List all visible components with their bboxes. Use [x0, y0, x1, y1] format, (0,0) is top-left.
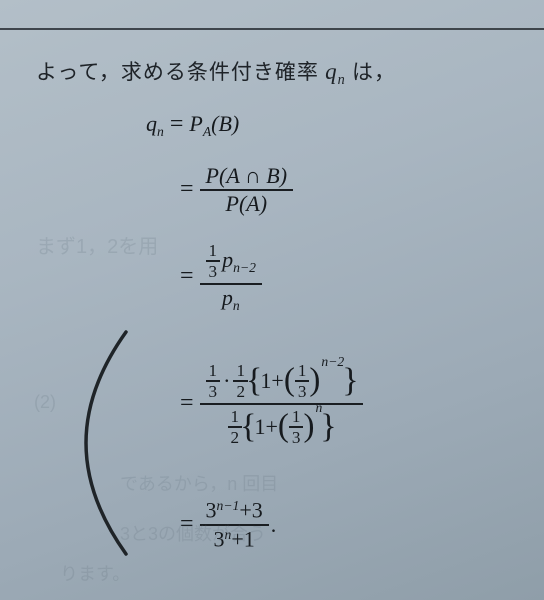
eq-line-4: = 13 · 12 { 1+ ( 13 ) n−2 } [146, 329, 514, 479]
equals-icon: = [180, 511, 194, 538]
intro-prefix: よって， [36, 60, 121, 84]
l1-arg: B [218, 111, 231, 136]
equals-icon: = [180, 263, 194, 290]
l1-lhs-sub: n [157, 123, 164, 138]
l5-den-tail: +1 [231, 526, 254, 551]
l4n-exp: n−2 [321, 355, 344, 369]
paren-left-icon: ( [284, 371, 295, 391]
l5-num-exp: n−1 [217, 498, 240, 513]
l4n-i-bot: 3 [295, 382, 310, 401]
paren-right-icon: ) [303, 417, 314, 437]
l2-num-fn: P [206, 163, 219, 188]
l3-fraction: 1 3 pn−2 pn [200, 239, 262, 315]
equals-icon: = [180, 176, 194, 203]
intro-suffix: は， [346, 60, 396, 84]
paren-left-icon: ( [278, 417, 289, 437]
one-plus: 1+ [260, 370, 283, 392]
l4d-i-top: 1 [289, 407, 304, 426]
eq-line-2: = P(A ∩ B) P(A) [146, 155, 514, 225]
l4n-a-bot: 3 [206, 382, 221, 401]
intro-body: 求める条件付き確率 [121, 60, 325, 84]
equals-icon: = [170, 111, 184, 138]
l3-coef-bot: 3 [206, 262, 221, 281]
l4-fraction: 13 · 12 { 1+ ( 13 ) n−2 } 12 { [200, 359, 363, 450]
intro-line: よって，求める条件付き確率 qn は， [30, 56, 514, 89]
ghost-text: ります。 [60, 560, 130, 586]
l1-fn: P [189, 111, 202, 136]
l5-den-base: 3 [214, 526, 225, 551]
l5-num-base: 3 [206, 498, 217, 523]
equation-block: qn = PA(B) = P(A ∩ B) P(A) = [30, 103, 514, 563]
paren-right-icon: ) [309, 371, 320, 391]
l2-den-arg: A [246, 191, 259, 216]
top-rule [0, 28, 544, 30]
l4n-i-top: 1 [295, 361, 310, 380]
equals-icon: = [180, 390, 194, 417]
l2-fraction: P(A ∩ B) P(A) [200, 163, 293, 217]
l2-den-fn: P [226, 191, 239, 216]
l4d-i-bot: 3 [289, 428, 304, 447]
l2-num-arg: A ∩ B [226, 163, 279, 188]
l5-num-tail: +3 [239, 498, 262, 523]
page: よって，求める条件付き確率 qn は， qn = PA(B) = P(A ∩ B… [0, 0, 544, 600]
l1-fn-sub: A [203, 123, 211, 138]
l1-lhs-var: q [146, 111, 157, 136]
brace-right-icon: } [342, 371, 358, 391]
eq-line-5: = 3n−1+3 3n+1 . [146, 487, 514, 563]
l3-coef-top: 1 [206, 241, 221, 260]
one-plus: 1+ [254, 416, 277, 438]
brace-right-icon: } [320, 417, 336, 437]
l5-fraction: 3n−1+3 3n+1 [200, 497, 269, 552]
period: . [271, 512, 277, 538]
l3-num-sub: n−2 [233, 259, 256, 274]
intro-var-sub: n [338, 72, 346, 88]
l3-den-var: p [222, 285, 233, 310]
l3-den-sub: n [233, 298, 240, 313]
l3-coef: 1 3 [206, 241, 221, 281]
eq-line-3: = 1 3 pn−2 pn [146, 233, 514, 321]
cdot-icon: · [223, 370, 230, 392]
l4n-a-top: 1 [206, 361, 221, 380]
l3-num-var: p [222, 247, 233, 272]
intro-var: q [325, 59, 338, 84]
eq-line-1: qn = PA(B) [146, 103, 514, 147]
